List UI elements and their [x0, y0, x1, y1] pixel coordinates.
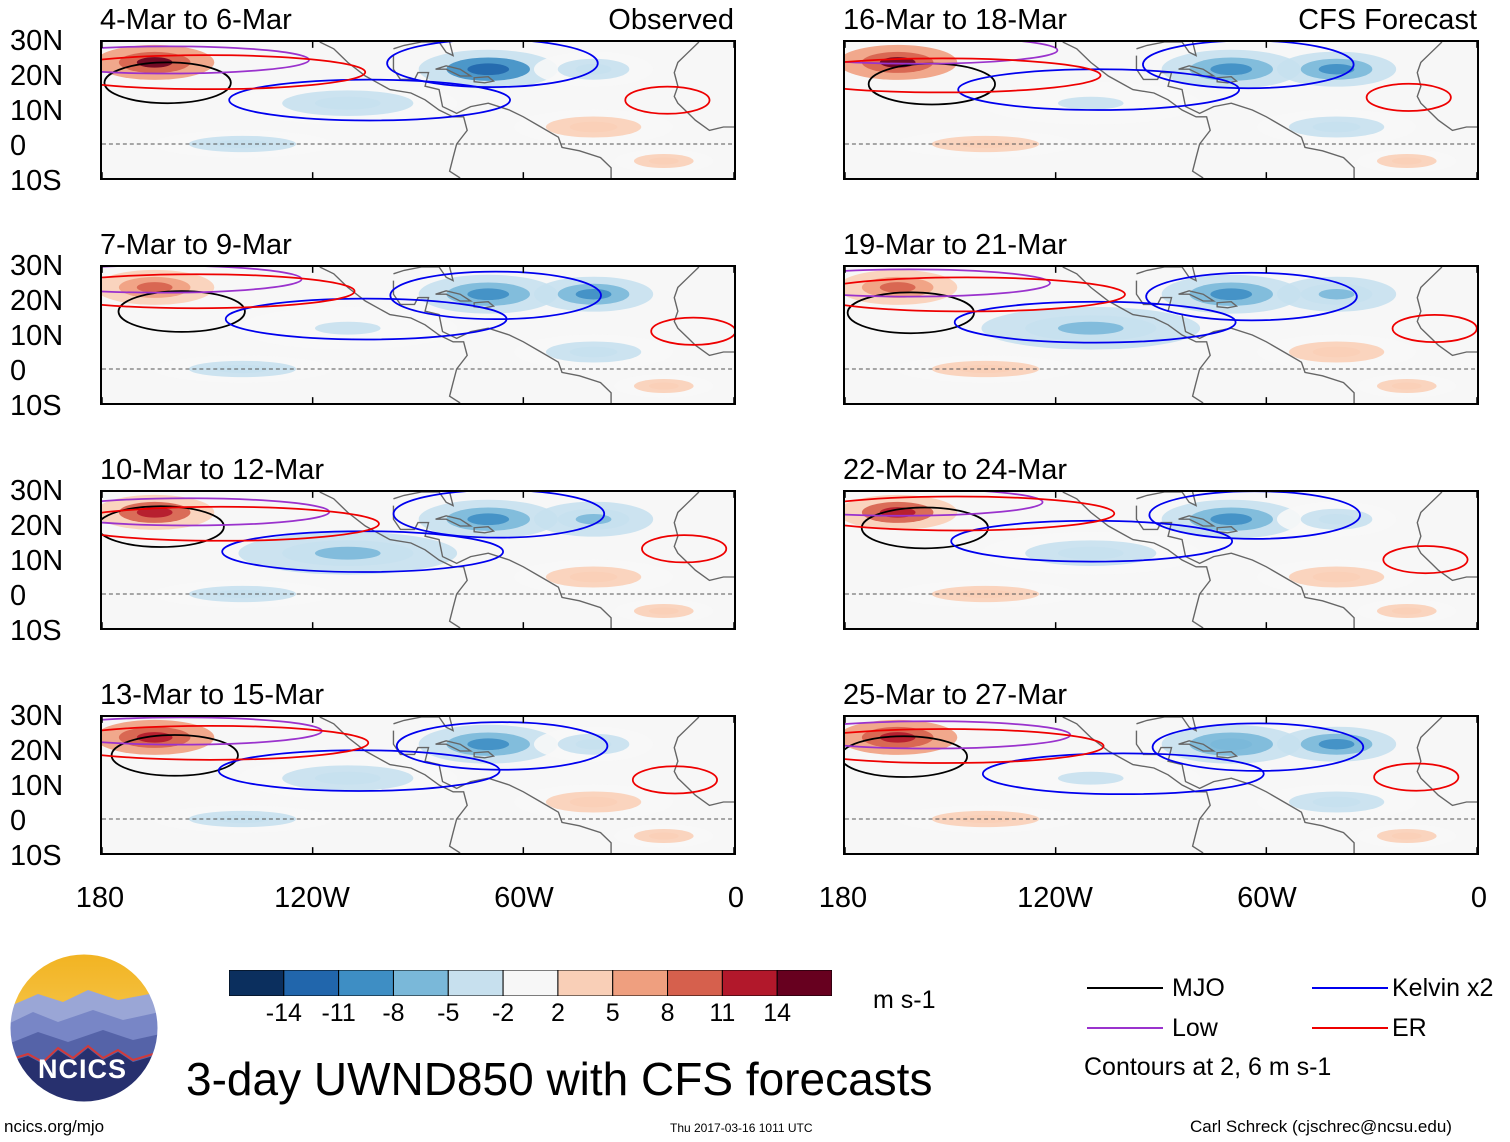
- lat-tick-label: 20N: [10, 510, 64, 542]
- map-field: [845, 717, 1477, 853]
- lon-tick-label: 60W: [494, 882, 554, 914]
- colorbar-swatches: [228, 969, 833, 997]
- lat-tick-label: 30N: [10, 25, 64, 57]
- colorbar-tick-label: 8: [660, 999, 675, 1027]
- colorbar-swatch: [392, 969, 449, 997]
- legend-mjo-label: MJO: [1172, 974, 1225, 1002]
- observed-label: Observed: [608, 4, 734, 36]
- colorbar-tick-label: -11: [321, 999, 356, 1027]
- lat-tick-label: 10N: [10, 320, 64, 352]
- panel-period-title: 16-Mar to 18-Mar: [843, 4, 1068, 36]
- lat-tick-label: 30N: [10, 250, 64, 282]
- colorbar-swatch: [612, 969, 669, 997]
- map-field: [102, 42, 734, 178]
- colorbar-swatch: [776, 969, 833, 997]
- map-panel: [843, 715, 1479, 855]
- colorbar-tick-label: -2: [491, 999, 515, 1027]
- legend-mjo-line: [1087, 987, 1163, 989]
- lon-tick-label: 180: [75, 882, 125, 914]
- panel-period-title: 25-Mar to 27-Mar: [843, 679, 1068, 711]
- colorbar-swatch: [447, 969, 504, 997]
- colorbar-swatch: [667, 969, 723, 997]
- colorbar-swatch: [228, 969, 285, 997]
- footer-author: Carl Schreck (cjschrec@ncsu.edu): [1190, 1117, 1452, 1136]
- lon-tick-label: 0: [727, 882, 745, 914]
- map-panel: [843, 490, 1479, 630]
- lon-tick-label: 180: [818, 882, 868, 914]
- colorbar-tick-label: 11: [709, 999, 736, 1027]
- map-panel: [100, 40, 736, 180]
- colorbar-tick-label: 2: [550, 999, 565, 1027]
- lat-tick-label: 10S: [10, 615, 62, 647]
- lat-tick-label: 20N: [10, 735, 64, 767]
- lat-tick-label: 0: [10, 355, 27, 387]
- colorbar-swatch: [502, 969, 559, 997]
- lat-tick-label: 20N: [10, 285, 64, 317]
- map-panel: [100, 490, 736, 630]
- footer-website: ncics.org/mjo: [4, 1117, 105, 1136]
- footer-timestamp: Thu 2017-03-16 1011 UTC: [670, 1121, 813, 1135]
- legend-kelvin-label: Kelvin x2: [1392, 974, 1494, 1002]
- legend-kelvin-line: [1312, 987, 1388, 989]
- map-panel: [100, 265, 736, 405]
- lat-tick-label: 0: [10, 580, 27, 612]
- map-field: [845, 492, 1477, 628]
- legend-low-label: Low: [1172, 1014, 1218, 1042]
- lat-tick-label: 20N: [10, 60, 64, 92]
- lat-tick-label: 0: [10, 805, 27, 837]
- main-title: 3-day UWND850 with CFS forecasts: [186, 1053, 933, 1105]
- colorbar-tick-label: 14: [763, 999, 792, 1027]
- panel-period-title: 7-Mar to 9-Mar: [100, 229, 292, 261]
- lat-tick-label: 0: [10, 130, 27, 162]
- legend-er-line: [1312, 1027, 1388, 1029]
- colorbar: [228, 969, 833, 997]
- map-panel: [100, 715, 736, 855]
- contour-note: Contours at 2, 6 m s-1: [1084, 1053, 1332, 1081]
- units-label: m s-1: [873, 986, 936, 1014]
- colorbar-swatch: [338, 969, 394, 997]
- map-field: [102, 267, 734, 403]
- colorbar-tick-label: -5: [437, 999, 460, 1027]
- colorbar-tick-label: 5: [605, 999, 620, 1027]
- panel-period-title: 19-Mar to 21-Mar: [843, 229, 1068, 261]
- lat-tick-label: 30N: [10, 700, 64, 732]
- lon-tick-label: 60W: [1237, 882, 1297, 914]
- forecast-label: CFS Forecast: [1298, 4, 1477, 36]
- colorbar-tick-label: -8: [382, 999, 405, 1027]
- lat-tick-label: 10S: [10, 165, 62, 197]
- lon-tick-label: 120W: [274, 882, 350, 914]
- colorbar-swatch: [283, 969, 340, 997]
- map-field: [845, 267, 1477, 403]
- legend-low-line: [1087, 1027, 1163, 1029]
- lat-tick-label: 10N: [10, 545, 64, 577]
- colorbar-tick-label: -14: [265, 999, 302, 1027]
- lat-tick-label: 10S: [10, 390, 62, 422]
- panel-period-title: 22-Mar to 24-Mar: [843, 454, 1068, 486]
- lon-tick-label: 0: [1470, 882, 1488, 914]
- logo-text: NCICS: [38, 1054, 128, 1084]
- legend-er-label: ER: [1392, 1014, 1427, 1042]
- map-field: [845, 42, 1477, 178]
- map-panel: [843, 40, 1479, 180]
- lat-tick-label: 10S: [10, 840, 62, 872]
- lat-tick-label: 10N: [10, 95, 64, 127]
- panel-period-title: 4-Mar to 6-Mar: [100, 4, 292, 36]
- panel-period-title: 10-Mar to 12-Mar: [100, 454, 325, 486]
- lat-tick-label: 30N: [10, 475, 64, 507]
- panel-period-title: 13-Mar to 15-Mar: [100, 679, 325, 711]
- colorbar-swatch: [557, 969, 614, 997]
- map-field: [102, 492, 734, 628]
- ncics-logo: NCICS: [8, 952, 160, 1104]
- map-field: [102, 717, 734, 853]
- colorbar-swatch: [721, 969, 778, 997]
- map-panel: [843, 265, 1479, 405]
- lat-tick-label: 10N: [10, 770, 64, 802]
- lon-tick-label: 120W: [1017, 882, 1093, 914]
